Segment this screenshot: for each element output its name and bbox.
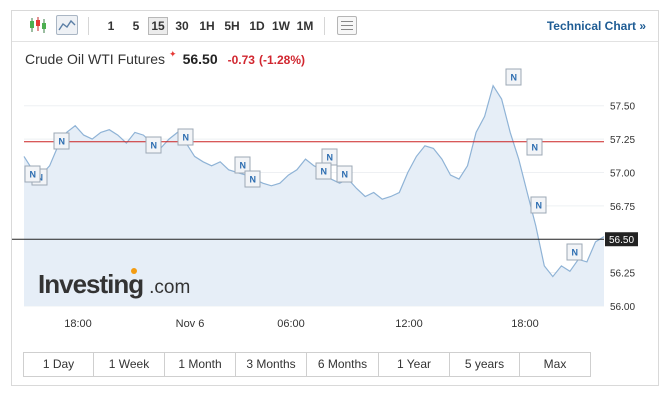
- interval-1m[interactable]: 1M: [296, 19, 314, 33]
- news-marker-box: [24, 165, 41, 183]
- price-line: [23, 84, 605, 278]
- instrument-header: Crude Oil WTI Futures ✦ 56.50 -0.73 (-1.28%): [25, 49, 309, 67]
- news-marker-icon[interactable]: N: [336, 165, 353, 183]
- news-marker-box: [244, 170, 261, 188]
- interval-5h[interactable]: 5H: [224, 19, 240, 33]
- news-marker-icon[interactable]: N: [53, 132, 70, 150]
- news-marker-letter: N: [250, 175, 257, 185]
- logo-suffix: .com: [149, 277, 191, 298]
- news-marker-box: [530, 196, 547, 214]
- y-tick-label: 56.00: [610, 302, 635, 313]
- last-price: 56.50: [182, 51, 218, 67]
- chart-widget: 1 5 15 30 1H 5H 1D 1W 1M Technical Chart » Crude…: [11, 10, 659, 386]
- candlestick-chart-icon[interactable]: [27, 15, 49, 35]
- range-6-months[interactable]: 6 Months: [306, 352, 379, 377]
- table-icon[interactable]: [337, 16, 357, 35]
- toolbar-divider: [324, 17, 325, 35]
- y-tick-label: 56.75: [610, 202, 635, 213]
- y-tick-label: 57.50: [610, 102, 635, 113]
- news-marker-icon[interactable]: N: [505, 68, 522, 86]
- range-1-week[interactable]: 1 Week: [93, 352, 165, 377]
- news-marker-box: [566, 243, 583, 261]
- news-marker-letter: N: [532, 143, 539, 153]
- news-marker-box: [315, 162, 332, 180]
- news-marker-icon[interactable]: N: [530, 196, 547, 214]
- news-marker-letter: N: [183, 133, 190, 143]
- news-marker-letter: N: [59, 137, 66, 147]
- news-marker-icon[interactable]: N: [566, 243, 583, 261]
- investing-logo: Investing .com: [38, 268, 191, 300]
- logo-brand: Investing: [38, 269, 144, 299]
- toolbar-divider: [88, 17, 89, 35]
- interval-1w[interactable]: 1W: [272, 19, 290, 33]
- interval-1h[interactable]: 1H: [199, 19, 215, 33]
- news-marker-letter: N: [30, 170, 37, 180]
- range-selector: 1 Day 1 Week 1 Month 3 Months 6 Months 1 Year…: [23, 352, 591, 377]
- news-marker-letter: N: [572, 248, 579, 258]
- news-marker-box: [336, 165, 353, 183]
- price-chart[interactable]: 57.50 57.25 57.00 56.75 56.25 56.00 56.50 18:00…: [12, 11, 658, 341]
- y-tick-label: 57.25: [610, 135, 635, 146]
- instrument-name: Crude Oil WTI Futures: [25, 51, 166, 67]
- interval-1[interactable]: 1: [107, 19, 115, 33]
- news-marker-letter: N: [536, 201, 543, 211]
- x-tick-label: Nov 6: [176, 318, 205, 330]
- news-marker-icon[interactable]: N: [526, 138, 543, 156]
- last-price-tag-label: 56.50: [609, 235, 634, 246]
- range-1-year[interactable]: 1 Year: [378, 352, 450, 377]
- news-marker-letter: N: [511, 73, 518, 83]
- range-max[interactable]: Max: [519, 352, 591, 377]
- news-marker-icon[interactable]: N: [234, 156, 251, 174]
- x-tick-label: 12:00: [395, 318, 423, 330]
- news-marker-box: [505, 68, 522, 86]
- x-tick-label: 18:00: [511, 318, 539, 330]
- interval-5[interactable]: 5: [132, 19, 140, 33]
- y-tick-label: 56.25: [610, 269, 635, 280]
- area-chart-icon[interactable]: [56, 15, 78, 35]
- news-marker-icon[interactable]: N: [145, 136, 162, 154]
- technical-chart-link[interactable]: Technical Chart »: [546, 19, 646, 33]
- range-3-months[interactable]: 3 Months: [235, 352, 307, 377]
- news-marker-letter: N: [342, 170, 349, 180]
- news-marker-box: [177, 128, 194, 146]
- chart-toolbar: 1 5 15 30 1H 5H 1D 1W 1M Technical Chart »: [12, 11, 658, 42]
- interval-15[interactable]: 15: [148, 17, 168, 35]
- logo-dot: [131, 268, 138, 274]
- news-marker-box: [145, 136, 162, 154]
- news-marker-icon[interactable]: N: [177, 128, 194, 146]
- news-marker-letter: N: [151, 141, 158, 151]
- range-1-month[interactable]: 1 Month: [164, 352, 236, 377]
- price-change: -0.73: [227, 53, 255, 67]
- x-tick-label: 06:00: [277, 318, 305, 330]
- last-price-tag: [605, 232, 638, 247]
- price-area: [24, 85, 604, 306]
- realtime-star-icon: ✦: [169, 49, 177, 59]
- news-marker-icon[interactable]: N: [244, 170, 261, 188]
- x-tick-label: 18:00: [64, 318, 92, 330]
- interval-1d[interactable]: 1D: [249, 19, 265, 33]
- range-1-day[interactable]: 1 Day: [23, 352, 94, 377]
- news-marker-letter: N: [240, 161, 247, 171]
- interval-30[interactable]: 30: [175, 19, 189, 33]
- y-tick-label: 57.00: [610, 168, 635, 179]
- news-marker-box: [526, 138, 543, 156]
- news-marker-letter: N: [327, 153, 334, 163]
- news-marker-letter: N: [321, 167, 328, 177]
- price-change-percent: (-1.28%): [258, 53, 305, 67]
- news-marker-box: [234, 156, 251, 174]
- news-marker-icon[interactable]: N: [315, 162, 332, 180]
- news-marker-icon[interactable]: N: [24, 165, 41, 183]
- range-5-years[interactable]: 5 years: [449, 352, 520, 377]
- news-marker-box: [53, 132, 70, 150]
